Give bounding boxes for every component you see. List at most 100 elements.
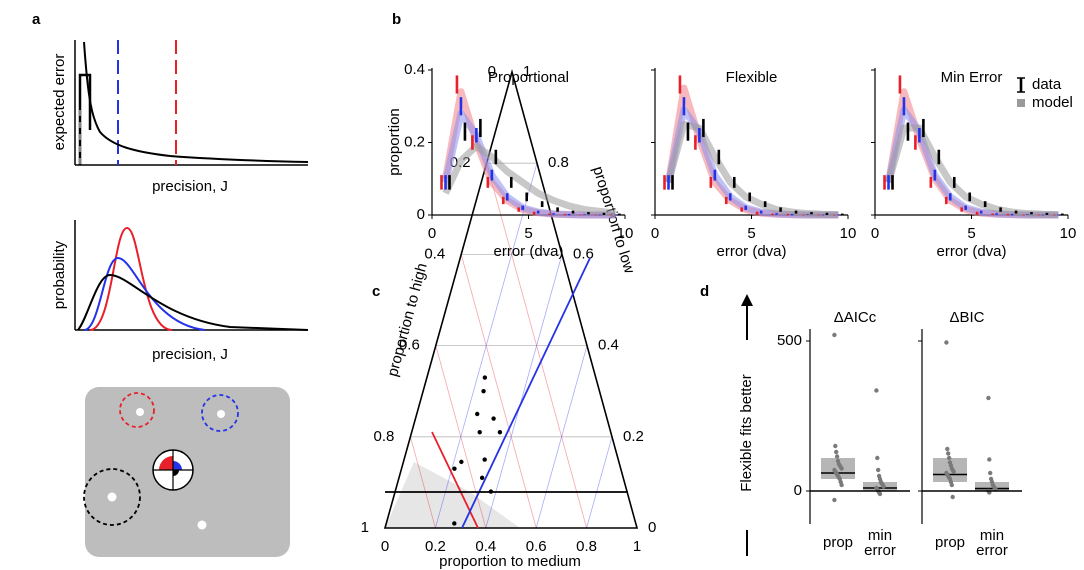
- panel-label: b: [392, 11, 401, 28]
- data-point: [988, 470, 993, 476]
- data-point: [946, 455, 952, 461]
- data-point: [832, 332, 837, 338]
- data-point: [839, 466, 844, 471]
- data-point: [881, 484, 886, 489]
- data-point: [477, 430, 482, 435]
- y-tick-label: 500: [777, 332, 802, 349]
- x-tick-label: 5: [524, 225, 532, 242]
- x-tick-label: 0: [428, 225, 436, 242]
- x-tick-label: 10: [840, 225, 857, 242]
- panel-label: c: [372, 283, 380, 300]
- tick-label-medium: 1: [633, 538, 641, 555]
- y-tick-label: 0: [794, 482, 802, 499]
- tick-label-high: 0.8: [374, 428, 395, 445]
- y-tick-label: 0.4: [404, 61, 425, 78]
- direction-arrow: [741, 294, 753, 556]
- subplot-title: Proportional: [488, 69, 569, 86]
- subplot-title: Min Error: [941, 69, 1003, 86]
- axis-label-low: proportion to low: [589, 164, 638, 275]
- x-tick-label: 0: [651, 225, 659, 242]
- data-point: [949, 482, 954, 488]
- data-point: [839, 482, 844, 488]
- y-tick-label: 0.2: [404, 133, 425, 150]
- x-axis-label: error (dva): [936, 243, 1006, 260]
- y-axis-label: proportion: [386, 108, 403, 176]
- x-tick-label: min error: [976, 527, 1008, 559]
- model-band: [665, 84, 839, 219]
- panel-label: d: [700, 283, 709, 300]
- tick-label-low: 0.4: [598, 337, 619, 354]
- grid-line: [410, 436, 436, 529]
- x-tick-label: 5: [967, 225, 975, 242]
- data-point: [877, 491, 883, 497]
- tick-label-medium: 0.6: [526, 538, 547, 555]
- tick-label-low: 0.6: [573, 245, 594, 262]
- data-point: [833, 443, 838, 449]
- data-point: [876, 467, 881, 473]
- x-axis-label: error (dva): [493, 243, 563, 260]
- data-point: [482, 457, 487, 462]
- tick-label-high: 1: [361, 519, 369, 536]
- data-point: [482, 375, 488, 380]
- x-tick-label: prop: [822, 534, 854, 551]
- data-point: [497, 430, 503, 435]
- data-point: [832, 497, 837, 503]
- data-point: [452, 521, 457, 526]
- axis-label: probability: [51, 240, 68, 309]
- bound-line-medium: [461, 257, 591, 529]
- data-point: [481, 389, 486, 394]
- data-point: [834, 449, 839, 455]
- axis-label: precision, J: [152, 178, 228, 195]
- tick-label-medium: 0: [381, 538, 389, 555]
- tick-label-low: 1: [523, 63, 531, 80]
- box: [863, 482, 897, 491]
- data-point: [944, 340, 949, 345]
- legend-label: model: [1032, 94, 1073, 111]
- data-point: [945, 446, 950, 452]
- x-tick-label: min error: [864, 527, 896, 559]
- data-point: [950, 494, 955, 500]
- data-point: [475, 411, 480, 417]
- panel-label: a: [32, 11, 41, 28]
- axis-label-high: proportion to high: [384, 261, 431, 378]
- model-band: [885, 124, 1059, 219]
- schematic-distributions: [74, 220, 309, 331]
- data-point: [459, 459, 464, 465]
- axis-label: expected error: [51, 54, 68, 151]
- data-point: [951, 469, 956, 474]
- x-tick-label: 10: [1060, 225, 1077, 242]
- axis-label-medium: proportion to medium: [439, 553, 581, 570]
- y-axis-label: Flexible fits better: [738, 374, 755, 492]
- legend-icon: [1017, 99, 1025, 107]
- tick-label-medium: 0.8: [576, 538, 597, 555]
- tick-label-high: 0: [488, 63, 496, 80]
- tick-label-low: 0: [648, 519, 656, 536]
- data-point: [946, 451, 951, 456]
- tick-label-high: 0.4: [424, 245, 445, 262]
- model-band: [665, 120, 839, 219]
- x-tick-label: 5: [747, 225, 755, 242]
- x-tick-label: prop: [934, 534, 966, 551]
- axis-label: precision, J: [152, 346, 228, 363]
- data-point: [479, 475, 485, 481]
- data-point: [452, 466, 457, 471]
- grid-line: [460, 254, 537, 529]
- data-point: [874, 388, 879, 393]
- feasible-region: [385, 462, 520, 528]
- grid-line: [485, 254, 563, 529]
- model-band: [442, 142, 616, 217]
- schematic-error: [74, 40, 309, 166]
- data-point: [987, 457, 992, 462]
- subplot-title: Flexible: [726, 69, 778, 86]
- x-axis-label: error (dva): [716, 243, 786, 260]
- stimulus-display: [83, 387, 290, 557]
- tick-label-medium: 0.4: [475, 538, 496, 555]
- tick-label-low: 0.2: [623, 428, 644, 445]
- subplot-title: ΔBIC: [949, 309, 984, 326]
- subplot-title: ΔAICc: [834, 309, 877, 326]
- data-point: [488, 489, 494, 494]
- data-point: [986, 395, 991, 401]
- tick-label-medium: 0.2: [425, 538, 446, 555]
